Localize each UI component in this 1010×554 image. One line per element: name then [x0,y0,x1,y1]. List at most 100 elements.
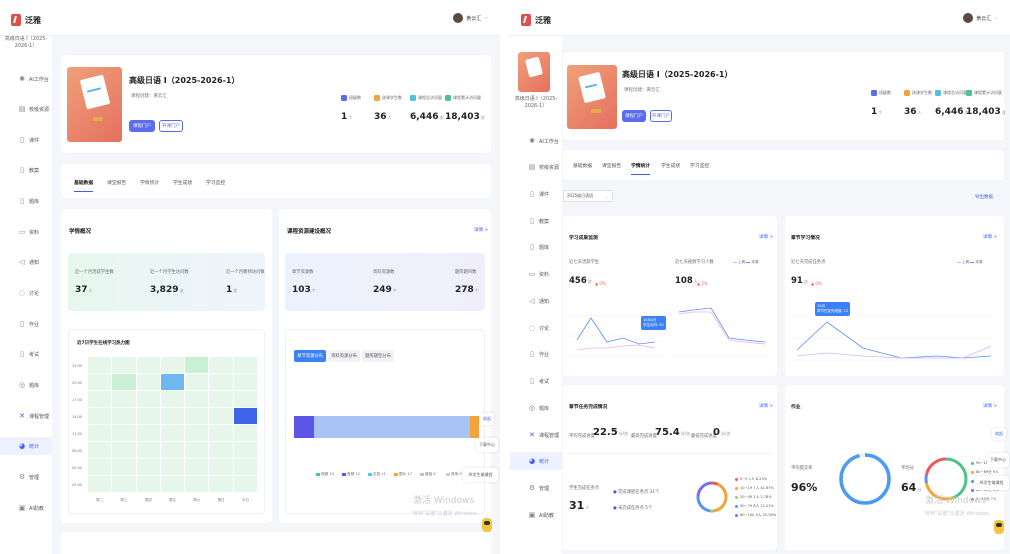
heatmap-cell [112,459,136,475]
heatmap-cell [136,374,160,390]
download-center-button[interactable]: 下载中心 [987,453,1009,467]
sidebar-item-stats[interactable]: ◕ 统计 [0,437,52,455]
chapter-more-link[interactable]: 详情 > [983,235,998,240]
tab-grades[interactable]: 学生成绩 [661,164,681,169]
collapse-button[interactable]: 收起 [480,413,494,425]
sidebar-item-bank[interactable]: ▯ 题库 [0,192,52,210]
sidebar-item-notice[interactable]: ◁ 通知 [19,258,40,266]
app-logo[interactable]: 泛雅 [521,14,551,26]
assistant-robot-icon[interactable] [994,520,1004,534]
sidebar-item-manage[interactable]: ⚙ 管理 [528,484,550,492]
sidebar-item-ai[interactable]: ✺ AI工作台 [19,75,49,83]
sidebar-item-bank2[interactable]: ◎ 题库 [18,381,40,389]
cross-tools-icon: ✕ [529,431,535,439]
uncompleted-line: ● 未完成任务点 5个 [613,506,653,511]
app-logo[interactable]: 泛雅 [11,14,41,26]
sidebar-item-lesson[interactable]: ▯ 教案 [510,212,562,230]
exam-icon: ▯ [530,377,534,385]
sidebar-item-materials[interactable]: ▭ 资料 [528,270,550,278]
heatmap-cell [233,408,257,424]
learning-title: 学情概况 [69,229,92,235]
sidebar-item-courseware[interactable]: ▯ 课件 [0,131,52,149]
sidebar-item-exam[interactable]: ▯ 考试 [510,372,562,390]
heatmap-y-label: 17:00 [72,397,83,402]
tab-grades[interactable]: 学生成绩 [173,181,193,186]
heatmap-cell [136,357,160,373]
sidebar-item-assistant[interactable]: ▣ AI助教 [18,504,44,512]
monitor-card: 学习成果监测 详情 > 近七天活跃学生 456次 ▲ 0% 近七天视频学习人数 … [563,216,777,376]
open-portal-button[interactable]: 开课门户 [650,110,672,122]
sidebar-item-exam[interactable]: ▯ 考试 [0,345,52,363]
class-filter-select[interactable]: 2025級日语班 ⌵ [563,190,613,202]
task-legend-item: 20~49 1人 2.78% [735,495,772,500]
heatmap-cell [209,391,233,407]
sidebar-item-discuss[interactable]: ◌ 讨论 [528,324,550,332]
heatmap-cell [112,374,136,390]
tab-learning[interactable]: 学情统计 [631,164,651,175]
sidebar-item-resources[interactable]: ▤ 校级资源 [528,163,560,171]
tab-basic[interactable]: 基础数据 [74,181,94,192]
task-more-link[interactable]: 详情 > [759,404,774,409]
sidebar-item-manage[interactable]: ⚙ 管理 [18,473,40,481]
seg-material[interactable]: 资料资源分布 [328,350,360,362]
sidebar-item-bank2[interactable]: ◎ 题库 [528,404,550,412]
sidebar-item-discuss[interactable]: ◌ 讨论 [18,289,40,297]
sidebar-item-courseware[interactable]: ▯ 课件 [510,185,562,203]
course-portal-button[interactable]: 课程门户 [129,120,155,132]
tab-basic[interactable]: 基础数据 [573,164,593,169]
heatmap-cell [233,374,257,390]
user-menu[interactable]: 黄云汇 ⌵ [453,13,488,23]
top-header: 泛雅 黄云汇 ⌵ [510,0,1010,36]
ai-student-button[interactable]: AI学生端课程 [463,468,498,482]
resource-stacked-bar [294,416,479,438]
sidebar-item-resources[interactable]: ▤ 校级资源 [18,105,50,113]
sidebar-item-ai[interactable]: ✺ AI工作台 [529,137,559,145]
seg-bank[interactable]: 题库题型分布 [362,350,394,362]
seg-chapter[interactable]: 章节资源分布 [294,350,326,362]
homework-more-link[interactable]: 详情 > [983,404,998,409]
legend-item: 视频 13 [316,472,334,477]
heatmap-cell [136,442,160,458]
tab-monitor[interactable]: 学习监控 [206,181,226,186]
task-legend-item: 80~100 5人 25.00% [735,513,776,518]
sidebar-item-stats[interactable]: ◕ 统计 [510,452,562,470]
folder-icon: ▭ [18,228,26,236]
sidebar-item-materials[interactable]: ▭ 资料 [18,228,40,236]
collapse-button[interactable]: 收起 [992,428,1006,440]
resources-more-link[interactable]: 详情 > [474,228,489,233]
tab-monitor[interactable]: 学习监控 [690,164,710,169]
ai-student-button[interactable]: AI学生端课程 [974,476,1009,490]
sidebar-item-bank[interactable]: ▯ 题库 [510,238,562,256]
chapter-card: 章节学习情况 详情 > 近七天完成任务点 上周 本周 91次 ▲ 0% 10月章… [785,216,1004,376]
windows-watermark: 激活 Windows [413,496,475,506]
course-portal-button[interactable]: 课程门户 [622,110,646,122]
tab-learning[interactable]: 学情统计 [140,181,160,186]
monitor-a-value: 456次 [569,276,592,286]
sidebar-item-notice[interactable]: ◁ 通知 [529,297,550,305]
course-creator: 课程创建：黄云汇 [624,88,660,93]
sidebar-item-assistant[interactable]: ▣ AI助教 [528,511,554,519]
sidebar-item-manage-course[interactable]: ✕ 课程管理 [19,412,50,420]
assistant-robot-icon[interactable] [482,518,492,532]
chapter-value: 91次 [791,276,808,286]
tab-class-report[interactable]: 课堂报告 [107,181,127,186]
download-center-button[interactable]: 下载中心 [476,438,498,452]
heatmap-cell [185,408,209,424]
sidebar-item-lesson[interactable]: ▯ 教案 [0,161,52,179]
tab-class-report[interactable]: 课堂报告 [602,164,622,169]
students-icon [904,89,910,96]
sidebar-item-manage-course[interactable]: ✕ 课程管理 [529,431,560,439]
stats-tabs: 基础数据 课堂报告 学情统计 学生成绩 学习监控 [61,164,491,198]
export-link[interactable]: 导出数据 [975,195,993,200]
monitor-more-link[interactable]: 详情 > [759,235,774,240]
open-portal-button[interactable]: 开课门户 [159,120,183,132]
stat-classes: 班级数 1个 [871,89,891,117]
sidebar-item-homework[interactable]: ▯ 作业 [510,345,562,363]
heatmap-x-label: 周二 [96,498,104,502]
user-menu[interactable]: 黄云汇 ⌵ [963,13,998,23]
resources-card: 课程资源建设概况 详情 > 章节资源数 103个 资料资源数 249个 题库题目… [279,209,491,523]
students-icon [374,94,380,101]
chevron-down-icon: ⌵ [484,15,488,21]
sidebar-item-homework[interactable]: ▯ 作业 [0,315,52,333]
heatmap-cell [185,374,209,390]
